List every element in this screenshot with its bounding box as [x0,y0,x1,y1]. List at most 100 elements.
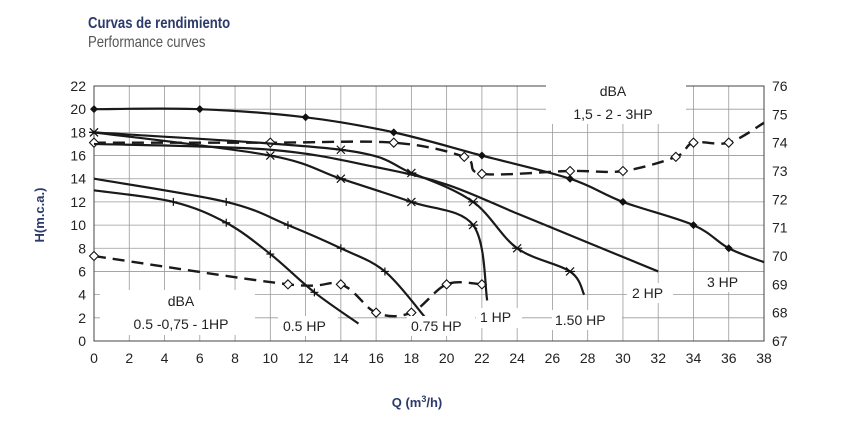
label-bg-05 [278,316,338,336]
noise-line-1 [93,254,482,318]
x-tick-label: 32 [650,350,666,366]
diamond-marker [195,105,204,114]
chart-title-english: Performance curves [88,34,206,51]
x-tick-label: 34 [686,350,702,366]
open-diamond-marker [688,137,699,148]
x-tick-label: 16 [368,350,384,366]
star-marker [512,243,523,253]
series-label-1.50hp: 1.50 HP [555,312,606,328]
star-marker [406,197,417,207]
y2-tick-label: 71 [772,220,788,236]
plus-marker [222,197,231,206]
y-tick-label: 6 [78,263,86,279]
diamond-marker [301,113,310,122]
diamond-marker [618,197,627,206]
open-diamond-marker [406,307,417,318]
plot-frame [93,85,765,342]
x-axis-label: Q (m3/h) [392,394,443,410]
open-diamond-marker [670,151,682,163]
y-tick-label: 14 [70,171,86,187]
y2-tick-label: 69 [772,276,788,292]
series-line-1.50-HP [93,131,586,296]
open-diamond-marker [723,137,735,148]
plus-marker [380,267,389,276]
y2-tick-label: 74 [772,135,788,151]
open-diamond-marker [335,279,347,290]
noise-curves [88,121,765,318]
x-tick-label: 24 [509,350,525,366]
open-diamond-marker [282,279,294,290]
x-tick-label: 26 [545,350,561,366]
series-line-3-HP [93,107,765,264]
y-tick-label: 2 [78,310,86,326]
plus-marker [222,218,231,227]
diamond-marker [389,128,398,137]
diamond-marker [477,151,486,160]
y-tick-label: 20 [70,101,86,117]
y2-tick-label: 76 [772,78,788,94]
star-marker [335,145,346,155]
series-line-0.5-HP [93,189,360,325]
x-tick-label: 14 [333,350,349,366]
star-marker [468,220,479,230]
x-tick-label: 36 [721,350,737,366]
open-diamond-marker [564,165,576,177]
star-marker [468,197,479,207]
star-marker [89,127,99,137]
label-bg-075 [407,316,475,336]
series-line-2-HP [93,142,659,273]
y-tick-label: 10 [70,217,86,233]
x-tick-label: 28 [580,350,596,366]
x-tick-label: 6 [196,350,204,366]
plus-marker [283,221,292,230]
plus-marker [310,288,319,297]
series-label-0.5hp: 0.5 HP [283,318,326,334]
y-tick-label: 12 [70,194,86,210]
open-diamond-marker [88,250,100,262]
y2-tick-label: 70 [772,248,788,264]
open-diamond-marker [388,137,400,148]
dba-bottom-models: 0.5 -0,75 - 1HP [134,316,229,332]
open-diamond-marker [476,168,488,180]
x-tick-label: 12 [298,350,314,366]
y2-tick-label: 75 [772,106,788,122]
tick-labels: 0 2 4 6 8 10 12 14 16 18 20 22 24 26 28 30 32 34 36 3802468… [70,78,787,366]
dba-bottom-label: dBA [168,293,195,309]
x-axis-label-tail: /h) [426,395,442,410]
x-tick-label: 8 [231,350,239,366]
noise-line-0 [94,121,765,176]
diamond-marker [566,174,575,183]
y-tick-label: 4 [78,287,86,303]
plus-marker [169,197,178,206]
star-marker [265,151,276,160]
x-tick-label: 10 [263,350,279,366]
x-tick-label: 0 [90,350,98,366]
dba-bottom-box [100,290,255,335]
y2-tick-label: 72 [772,191,788,207]
y-tick-label: 22 [70,78,86,94]
label-bg-3 [703,272,749,292]
y2-tick-label: 67 [772,333,788,349]
series-label-2hp: 2 HP [632,285,663,301]
series-line-1-HP [93,131,489,301]
series-label-1hp: 1 HP [480,309,511,325]
dba-top-models: 1,5 - 2 - 3HP [573,106,652,122]
star-marker [565,267,576,276]
dba-top-label: dBA [600,83,627,99]
pump-curves [89,105,765,325]
x-tick-label: 2 [125,350,133,366]
y-axis-label: H(m.c.a.) [32,188,47,243]
open-diamond-marker [88,137,100,148]
x-tick-label: 38 [756,350,772,366]
y-tick-label: 18 [70,124,86,140]
x-tick-label: 4 [161,350,169,366]
chart-titles: Curvas de rendimiento Performance curves [88,14,261,52]
plus-marker [266,250,275,259]
diamond-marker [689,221,698,230]
star-marker [335,174,346,184]
open-diamond-marker [370,307,382,318]
label-bg-150 [552,310,622,330]
series-label-3hp: 3 HP [707,274,738,290]
y-tick-label: 0 [78,333,86,349]
